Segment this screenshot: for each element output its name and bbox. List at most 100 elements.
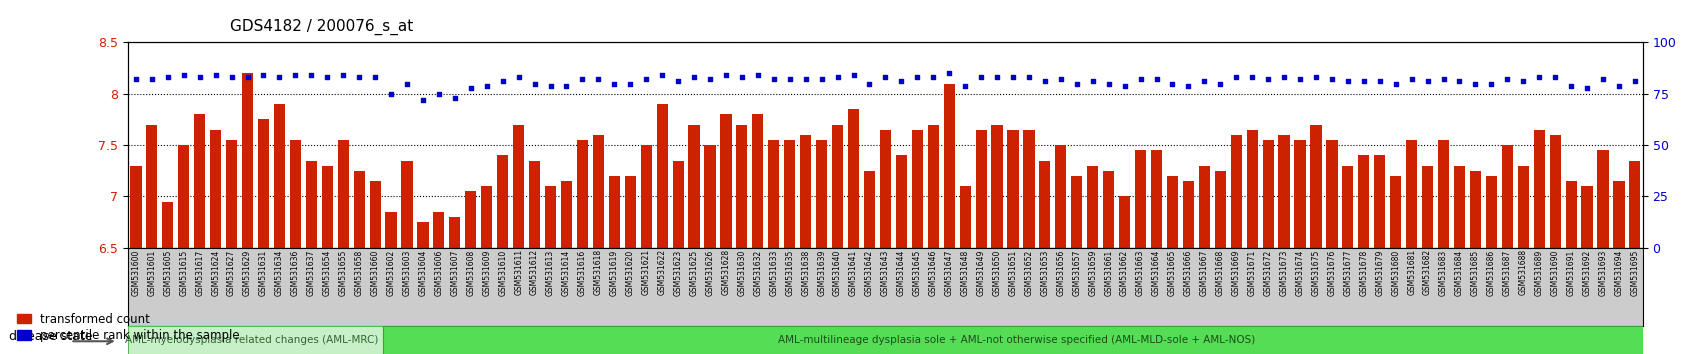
Point [138, 76, 165, 82]
Bar [1390, 176, 1400, 248]
Point [1253, 76, 1280, 82]
Point [1396, 76, 1424, 82]
Text: GSM531669: GSM531669 [1231, 249, 1240, 296]
Point [824, 75, 851, 80]
Bar [496, 155, 508, 248]
Text: GSM531627: GSM531627 [227, 249, 235, 296]
Point [281, 73, 309, 78]
Bar [225, 140, 237, 248]
Point [266, 75, 293, 80]
Point [1461, 81, 1488, 86]
Point [489, 79, 517, 84]
Bar [832, 125, 842, 248]
Text: GSM531663: GSM531663 [1136, 249, 1144, 296]
Bar [1517, 166, 1528, 248]
Text: GSM531682: GSM531682 [1422, 249, 1430, 296]
Point [1429, 76, 1456, 82]
Text: AML-myelodysplasia related changes (AML-MRC): AML-myelodysplasia related changes (AML-… [124, 335, 379, 345]
Point [1047, 76, 1074, 82]
Point [1301, 75, 1328, 80]
Point [633, 76, 660, 82]
Text: GSM531659: GSM531659 [1088, 249, 1096, 296]
Point [967, 75, 994, 80]
Point [1238, 75, 1265, 80]
Point [616, 81, 643, 86]
Bar [991, 125, 1003, 248]
Bar [800, 135, 812, 248]
Point [1142, 76, 1170, 82]
Text: GSM531680: GSM531680 [1390, 249, 1400, 296]
Bar [1628, 161, 1640, 248]
Point [425, 91, 452, 97]
Point [1175, 83, 1202, 88]
Bar [128, 326, 384, 354]
Text: GSM531616: GSM531616 [578, 249, 587, 296]
Bar [1342, 166, 1352, 248]
Text: GSM531661: GSM531661 [1103, 249, 1113, 296]
Point [1446, 79, 1473, 84]
Bar [177, 145, 189, 248]
Point [1589, 76, 1616, 82]
Point [1318, 76, 1345, 82]
Text: GSM531639: GSM531639 [817, 249, 825, 296]
Point [568, 76, 595, 82]
Legend: transformed count, percentile rank within the sample: transformed count, percentile rank withi… [14, 310, 242, 344]
Bar [1548, 135, 1560, 248]
Point [123, 76, 150, 82]
Bar [418, 222, 428, 248]
Text: GSM531690: GSM531690 [1550, 249, 1558, 296]
Text: GSM531692: GSM531692 [1582, 249, 1591, 296]
Point [871, 75, 899, 80]
Bar [1151, 150, 1161, 248]
Bar [1596, 150, 1608, 248]
Bar [1294, 140, 1304, 248]
Point [153, 75, 181, 80]
Point [1349, 79, 1376, 84]
Bar [1485, 176, 1495, 248]
Text: GSM531617: GSM531617 [194, 249, 205, 296]
Point [680, 75, 708, 80]
Bar [1038, 161, 1050, 248]
Bar [370, 181, 380, 248]
Text: GSM531651: GSM531651 [1008, 249, 1016, 296]
Point [1014, 75, 1042, 80]
Point [1572, 85, 1599, 91]
Text: GSM531626: GSM531626 [706, 249, 714, 296]
Text: GSM531685: GSM531685 [1470, 249, 1478, 296]
Text: GSM531619: GSM531619 [609, 249, 619, 296]
Text: GSM531655: GSM531655 [339, 249, 348, 296]
Bar [689, 125, 699, 248]
Point [1190, 79, 1217, 84]
Bar [641, 145, 651, 248]
Text: GSM531632: GSM531632 [754, 249, 762, 296]
Text: GSM531662: GSM531662 [1120, 249, 1129, 296]
Text: GSM531695: GSM531695 [1630, 249, 1639, 296]
Bar [1373, 155, 1384, 248]
Text: GDS4182 / 200076_s_at: GDS4182 / 200076_s_at [230, 19, 413, 35]
Point [1524, 75, 1552, 80]
Bar [958, 186, 970, 248]
Bar [656, 104, 667, 248]
Text: GSM531658: GSM531658 [355, 249, 363, 296]
Point [218, 75, 246, 80]
Point [537, 83, 564, 88]
Bar [720, 114, 731, 248]
Bar [529, 161, 540, 248]
Bar [1565, 181, 1575, 248]
Point [1270, 75, 1298, 80]
Bar [880, 130, 890, 248]
Bar [1055, 145, 1066, 248]
Bar [624, 176, 636, 248]
Bar [1214, 171, 1226, 248]
Bar [767, 140, 779, 248]
Bar [1262, 140, 1274, 248]
Point [1062, 81, 1089, 86]
Bar [943, 84, 955, 248]
Bar [448, 217, 460, 248]
Bar [257, 119, 269, 248]
Bar [1277, 135, 1289, 248]
Point [1205, 81, 1233, 86]
Point [663, 79, 691, 84]
Point [713, 73, 740, 78]
Bar [1182, 181, 1193, 248]
